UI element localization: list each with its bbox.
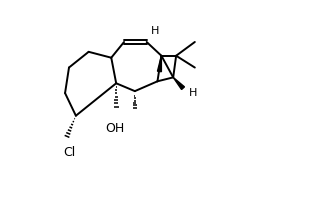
Polygon shape	[173, 77, 184, 89]
Text: Cl: Cl	[63, 146, 75, 159]
Text: H: H	[189, 88, 197, 98]
Polygon shape	[157, 56, 161, 72]
Text: OH: OH	[105, 122, 125, 135]
Text: H: H	[151, 26, 160, 36]
